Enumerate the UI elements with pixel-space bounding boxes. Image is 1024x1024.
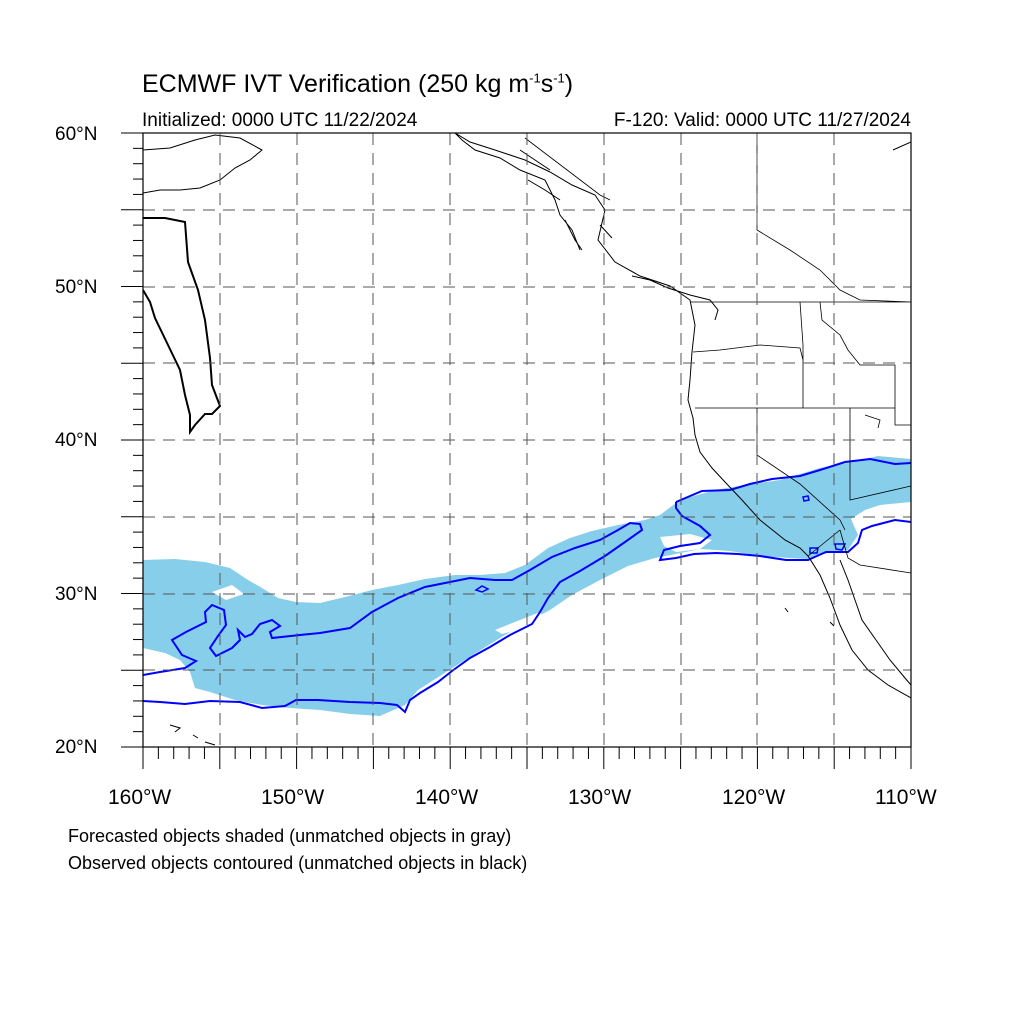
map-title: ECMWF IVT Verification (250 kg m-1s-1) [142, 70, 574, 98]
political-borders [524, 133, 911, 574]
observed-note: Observed objects contoured (unmatched ob… [68, 853, 528, 873]
observed-ivt-contour [143, 457, 911, 714]
lon-label-130w: 130°W [568, 786, 632, 809]
lon-label-150w: 150°W [261, 786, 325, 809]
lon-label-110w: 110°W [875, 786, 937, 809]
lon-label-140w: 140°W [415, 786, 479, 809]
observed-contour-small [474, 495, 847, 593]
unmatched-observed-contour [143, 217, 222, 436]
lat-label-50n: 50°N [55, 277, 98, 298]
lon-label-160w: 160°W [108, 786, 172, 809]
forecast-ivt-object [143, 456, 911, 716]
forecast-note: Forecasted objects shaded (unmatched obj… [68, 826, 512, 846]
lat-label-40n: 40°N [55, 430, 98, 451]
valid-time: F-120: Valid: 0000 UTC 11/27/2024 [613, 110, 911, 131]
forecast-hole-central [495, 612, 545, 634]
grid-lines [143, 133, 911, 747]
lat-label-60n: 60°N [55, 124, 98, 145]
coastline [143, 133, 911, 746]
lon-label-120w: 120°W [722, 786, 786, 809]
axis-ticks [121, 132, 912, 769]
lat-label-20n: 20°N [55, 737, 98, 758]
initialized-time: Initialized: 0000 UTC 11/22/2024 [142, 110, 418, 131]
lat-label-30n: 30°N [55, 584, 98, 605]
